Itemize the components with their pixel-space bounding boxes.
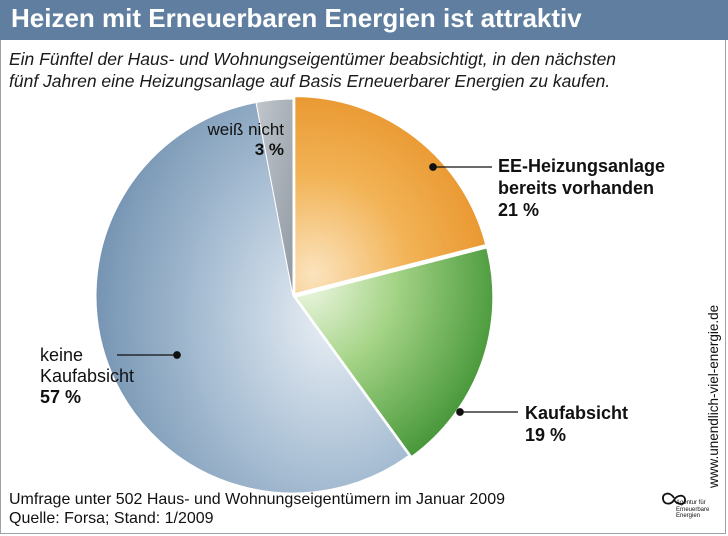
label-kaufabsicht: Kaufabsicht 19 %	[525, 402, 628, 446]
label-ee-name-1: EE-Heizungsanlage	[498, 156, 666, 176]
footer-source: Quelle: Forsa; Stand: 1/2009	[9, 510, 214, 527]
logo-line-3: Energien	[676, 513, 701, 519]
pie-slice-ee-heizungsanlage	[294, 96, 487, 295]
label-weiss-nicht-name: weiß nicht	[207, 120, 284, 139]
label-ee-name-2: bereits vorhanden	[498, 178, 655, 198]
logo-line-2: Erneuerbare	[676, 506, 710, 513]
logo-line-1: Agentur für	[676, 500, 706, 506]
pie-slice-keine-kaufabsicht	[95, 101, 410, 494]
leader-dot-keine	[173, 351, 181, 359]
label-ee-value: 21 %	[498, 200, 540, 220]
subtitle-line-2: fünf Jahren eine Heizungsanlage auf Basi…	[9, 71, 611, 91]
label-keine-kaufabsicht: keine Kaufabsicht 57 %	[40, 345, 134, 408]
label-weiss-nicht: weiß nicht 3 %	[190, 120, 284, 160]
leader-dot-kaufabsicht	[456, 408, 464, 416]
chart-subtitle: Ein Fünftel der Haus- und Wohnungseigent…	[9, 48, 709, 92]
label-kaufabsicht-value: 19 %	[525, 425, 567, 445]
label-kaufabsicht-name: Kaufabsicht	[525, 403, 629, 423]
pie-slice-kaufabsicht	[294, 247, 494, 458]
label-weiss-nicht-value: 3 %	[254, 140, 284, 159]
chart-title: Heizen mit Erneuerbaren Energien ist att…	[11, 3, 582, 33]
label-keine-name-1: keine	[40, 345, 84, 365]
subtitle-line-1: Ein Fünftel der Haus- und Wohnungseigent…	[9, 49, 617, 69]
pie-slice-weiss-nicht	[255, 98, 294, 297]
source-url: www.unendlich-viel-energie.de	[706, 304, 721, 488]
chart-footer: Umfrage unter 502 Haus- und Wohnungseige…	[9, 490, 505, 528]
leader-dot-ee	[429, 163, 437, 171]
label-keine-value: 57 %	[40, 387, 82, 407]
label-keine-name-2: Kaufabsicht	[40, 366, 135, 386]
infinity-logo-icon	[662, 492, 686, 505]
label-ee-heizungsanlage: EE-Heizungsanlage bereits vorhanden 21 %	[498, 155, 665, 221]
title-bar: Heizen mit Erneuerbaren Energien ist att…	[0, 0, 728, 40]
logo-text: Agentur für Erneuerbare Energien	[676, 500, 710, 520]
footer-survey-note: Umfrage unter 502 Haus- und Wohnungseige…	[9, 491, 505, 508]
